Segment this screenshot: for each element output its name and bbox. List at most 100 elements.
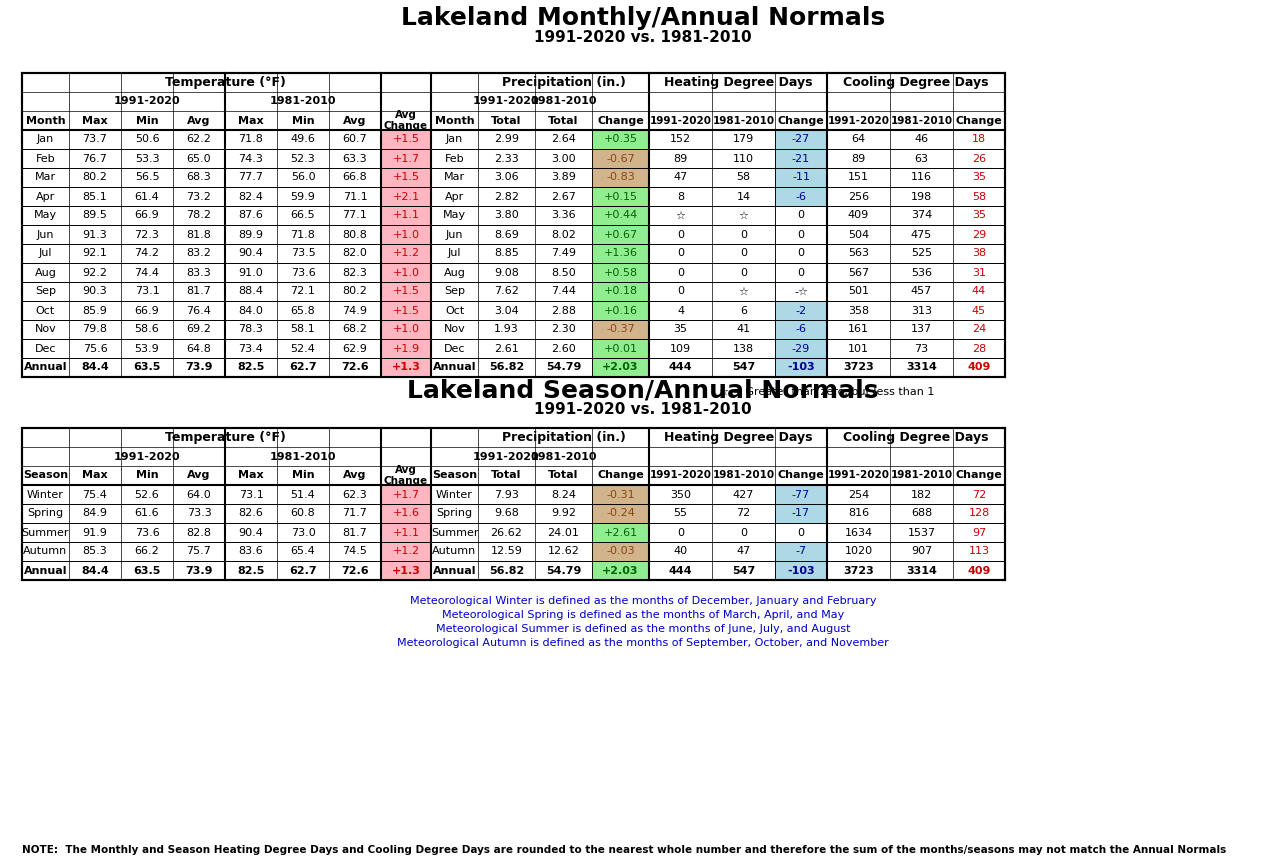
Text: 73.0: 73.0 [291,528,315,537]
Bar [775,504,828,523]
Text: Change: Change [777,470,825,480]
Text: 92.2: 92.2 [82,268,108,277]
Text: 2.61: 2.61 [494,344,519,354]
Bar [592,282,649,301]
Text: 3.04: 3.04 [494,306,519,315]
Text: 89.9: 89.9 [238,230,264,239]
Text: +1.5: +1.5 [393,134,420,145]
Text: Oct: Oct [36,306,55,315]
Text: 1991-2020 vs. 1981-2010: 1991-2020 vs. 1981-2010 [534,30,752,46]
Bar [592,225,649,244]
Text: 80.2: 80.2 [82,172,107,183]
Text: 3.80: 3.80 [494,210,519,220]
Text: 61.4: 61.4 [135,191,160,201]
Text: Meteorological Summer is defined as the months of June, July, and August: Meteorological Summer is defined as the … [436,624,851,634]
Text: +0.44: +0.44 [604,210,637,220]
Text: +2.03: +2.03 [602,362,638,373]
Text: 66.9: 66.9 [135,306,160,315]
Text: 3.06: 3.06 [494,172,519,183]
Text: +0.15: +0.15 [604,191,637,201]
Text: 61.6: 61.6 [135,509,160,518]
Text: 409: 409 [968,362,991,373]
Bar [381,358,431,377]
Text: 50.6: 50.6 [135,134,160,145]
Text: 1981-2010: 1981-2010 [713,470,775,480]
Text: 1537: 1537 [907,528,936,537]
Text: 444: 444 [669,566,692,575]
Text: Min: Min [292,470,314,480]
Text: 82.0: 82.0 [342,249,367,258]
Text: 60.7: 60.7 [342,134,367,145]
Text: 78.2: 78.2 [187,210,211,220]
Bar [592,187,649,206]
Text: Nov: Nov [35,325,57,335]
Text: 85.9: 85.9 [82,306,107,315]
Text: 816: 816 [848,509,869,518]
Text: 151: 151 [848,172,869,183]
Text: 53.3: 53.3 [135,153,160,164]
Text: 40: 40 [673,547,687,556]
Text: 0: 0 [677,230,683,239]
Text: 0: 0 [677,528,683,537]
Bar [381,561,431,580]
Text: 85.1: 85.1 [82,191,107,201]
Text: 1991-2020: 1991-2020 [113,96,180,107]
Text: Oct: Oct [445,306,465,315]
Text: 60.8: 60.8 [291,509,315,518]
Text: 79.8: 79.8 [82,325,108,335]
Text: 26.62: 26.62 [490,528,523,537]
Text: 64: 64 [852,134,866,145]
Text: 358: 358 [848,306,869,315]
Text: 2.88: 2.88 [551,306,577,315]
Text: +0.18: +0.18 [604,287,637,296]
Text: 109: 109 [671,344,691,354]
Text: 1020: 1020 [844,547,873,556]
Text: 28: 28 [972,344,986,354]
Text: 8.24: 8.24 [551,490,577,499]
Text: +1.2: +1.2 [393,249,420,258]
Text: -17: -17 [792,509,810,518]
Text: 74.9: 74.9 [342,306,368,315]
Text: 35: 35 [972,172,986,183]
Bar [381,542,431,561]
Text: +0.67: +0.67 [604,230,637,239]
Text: 71.8: 71.8 [291,230,315,239]
Text: +0.35: +0.35 [604,134,637,145]
Text: 536: 536 [911,268,932,277]
Text: Dec: Dec [444,344,465,354]
Text: Precipitation (in.): Precipitation (in.) [502,76,625,89]
Text: 3.36: 3.36 [551,210,575,220]
Text: 76.4: 76.4 [187,306,211,315]
Text: Jun: Jun [445,230,463,239]
Text: 907: 907 [911,547,932,556]
Text: 1991-2020: 1991-2020 [828,115,889,126]
Text: 7.49: 7.49 [551,249,577,258]
Text: 0: 0 [798,268,804,277]
Text: Annual: Annual [23,362,67,373]
Text: 12.62: 12.62 [547,547,579,556]
Bar [592,130,649,149]
Text: 72: 72 [736,509,750,518]
Text: Meteorological Winter is defined as the months of December, January and February: Meteorological Winter is defined as the … [409,596,876,606]
Text: +1.1: +1.1 [393,210,420,220]
Text: +1.7: +1.7 [393,153,420,164]
Bar [381,263,431,282]
Text: -7: -7 [795,547,807,556]
Bar [381,244,431,263]
Text: 47: 47 [736,547,750,556]
Text: 3723: 3723 [843,362,874,373]
Text: 68.3: 68.3 [187,172,211,183]
Text: Cooling Degree Days: Cooling Degree Days [843,76,988,89]
Text: 90.4: 90.4 [238,528,264,537]
Bar [775,358,828,377]
Text: 18: 18 [972,134,986,145]
Text: 73.9: 73.9 [185,566,212,575]
Text: Lakeland Season/Annual Normals: Lakeland Season/Annual Normals [407,378,879,402]
Text: +2.61: +2.61 [604,528,637,537]
Text: 47: 47 [673,172,687,183]
Text: 56.82: 56.82 [489,566,524,575]
Bar [381,504,431,523]
Text: 80.2: 80.2 [342,287,367,296]
Text: -21: -21 [792,153,810,164]
Text: 256: 256 [848,191,869,201]
